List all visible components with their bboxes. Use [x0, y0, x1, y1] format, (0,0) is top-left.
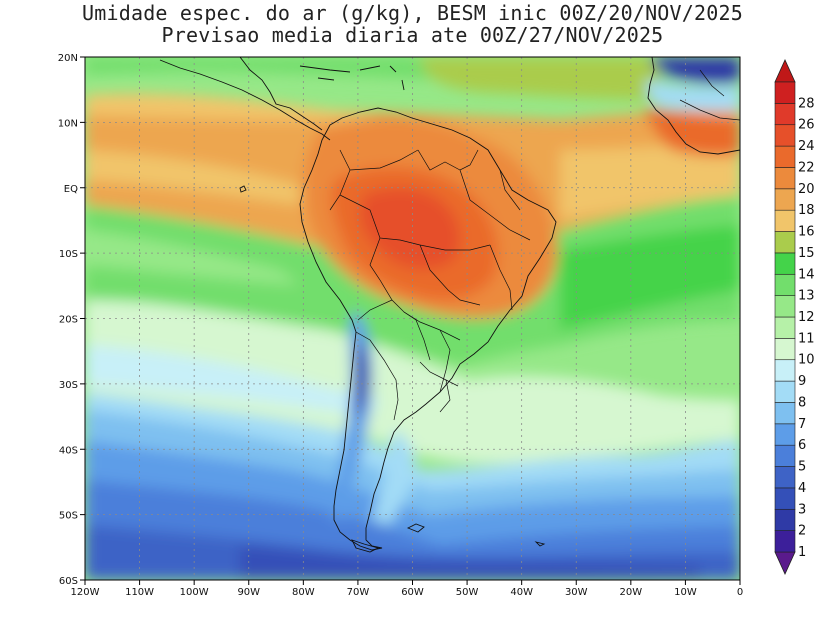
colorbar-over-arrow — [774, 59, 796, 83]
lon-tick-label: 30W — [565, 587, 588, 598]
lat-tick-label: EQ — [64, 184, 78, 195]
lat-tick-label: 50S — [59, 511, 78, 522]
colorbar-swatch — [774, 316, 796, 339]
colorbar-swatch — [774, 231, 796, 254]
colorbar-label: 9 — [798, 374, 806, 389]
lat-tick-label: 40S — [59, 445, 78, 456]
central-america-pacific — [239, 57, 323, 131]
colorbar-label: 7 — [798, 417, 806, 432]
colorbar-swatch — [774, 444, 796, 467]
falkland-islands — [406, 523, 425, 533]
lon-tick-label: 50W — [456, 587, 479, 598]
caribbean-islands — [299, 65, 405, 91]
colorbar-swatch — [774, 423, 796, 446]
lat-tick-label: 20N — [58, 53, 78, 64]
lat-tick-label: 60S — [59, 576, 78, 587]
colorbar-label: 6 — [798, 438, 806, 453]
lat-tick-label: 20S — [59, 315, 78, 326]
lon-tick-label: 70W — [347, 587, 370, 598]
lon-tick-label: 80W — [292, 587, 315, 598]
colorbar-swatch — [774, 103, 796, 126]
colorbar-label: 28 — [798, 96, 815, 111]
colorbar-swatch — [774, 273, 796, 296]
longitude-axis: 120W 110W 100W 90W 80W 70W 60W 50W 40W 30W 20W 10W 0 — [71, 580, 743, 598]
tierra-del-fuego — [351, 539, 380, 553]
colorbar-label: 12 — [798, 310, 815, 325]
lon-tick-label: 110W — [125, 587, 154, 598]
colorbar-under-arrow — [774, 551, 796, 575]
colorbar-swatch — [774, 402, 796, 425]
colorbar-label: 11 — [798, 331, 815, 346]
colorbar-label: 13 — [798, 289, 815, 304]
colorbar-label: 22 — [798, 160, 815, 175]
colorbar-swatch — [774, 380, 796, 403]
colorbar-swatch — [774, 124, 796, 147]
colorbar-swatch — [774, 508, 796, 531]
latitude-axis: 20N 10N EQ 10S 20S 30S 40S 50S 60S — [58, 53, 85, 587]
lon-tick-label: 0 — [737, 587, 743, 598]
colorbar-label: 20 — [798, 182, 815, 197]
colorbar-label: 8 — [798, 395, 806, 410]
coastlines — [159, 57, 740, 553]
colorbar-label: 1 — [798, 545, 806, 560]
colorbar-label: 26 — [798, 118, 815, 133]
colorbar-swatch — [774, 167, 796, 190]
colorbar-swatch — [774, 145, 796, 168]
lon-tick-label: 120W — [71, 587, 100, 598]
colorbar-swatch — [774, 359, 796, 382]
colorbar-swatch — [774, 338, 796, 361]
map-title-line2: Previsao media diaria ate 00Z/27/NOV/202… — [161, 23, 664, 47]
lat-tick-label: 10S — [59, 249, 78, 260]
lat-tick-label: 10N — [58, 118, 78, 129]
map-title-line1: Umidade espec. do ar (g/kg), BESM inic 0… — [81, 1, 743, 25]
colorbar-label: 4 — [798, 481, 806, 496]
galapagos — [239, 185, 247, 193]
colorbar-swatch — [774, 209, 796, 232]
colorbar-swatch — [774, 252, 796, 275]
colorbar-label: 14 — [798, 267, 815, 282]
lon-tick-label: 60W — [401, 587, 424, 598]
south-america-coast — [299, 107, 557, 551]
lon-tick-label: 90W — [237, 587, 260, 598]
colorbar-label: 16 — [798, 225, 815, 240]
colorbar-label: 15 — [798, 246, 815, 261]
lon-tick-label: 20W — [620, 587, 643, 598]
colorbar-swatch — [774, 466, 796, 489]
lon-tick-label: 10W — [674, 587, 697, 598]
colorbar-label: 5 — [798, 460, 806, 475]
lon-tick-label: 40W — [510, 587, 533, 598]
colorbar-label: 18 — [798, 203, 815, 218]
colorbar-label: 24 — [798, 139, 815, 154]
colorbar-label: 3 — [798, 502, 806, 517]
central-america-coast — [159, 59, 331, 141]
map-graticule — [85, 57, 740, 580]
south-georgia — [534, 541, 546, 547]
lon-tick-label: 100W — [180, 587, 209, 598]
lat-tick-label: 30S — [59, 380, 78, 391]
country-borders — [329, 69, 740, 421]
colorbar-swatch — [774, 530, 796, 553]
colorbar-swatch — [774, 81, 796, 104]
colorbar-label: 2 — [798, 524, 806, 539]
colorbar-swatch — [774, 295, 796, 318]
africa-coast — [647, 57, 740, 155]
colorbar-swatch — [774, 487, 796, 510]
colorbar-swatch — [774, 188, 796, 211]
colorbar-label: 10 — [798, 353, 815, 368]
